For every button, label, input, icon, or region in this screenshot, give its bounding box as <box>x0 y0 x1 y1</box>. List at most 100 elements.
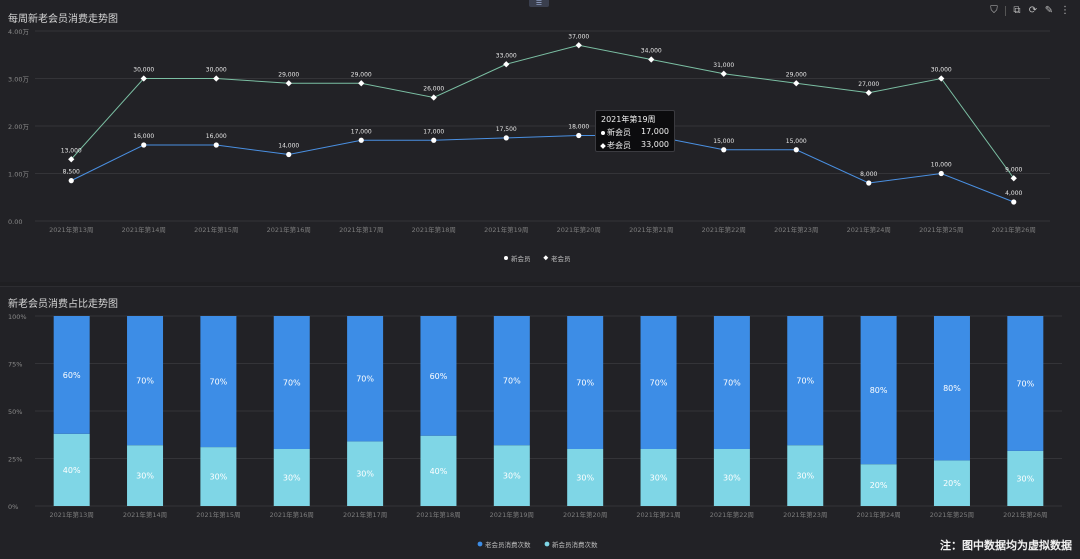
series-line <box>71 135 1014 203</box>
data-label: 31,000 <box>713 62 734 69</box>
data-label: 13,000 <box>61 147 82 154</box>
bar-segment-old <box>860 316 897 465</box>
x-tick-label: 2021年第21周 <box>629 225 673 234</box>
x-tick-label: 2021年第23周 <box>783 510 827 519</box>
bar-label: 70% <box>503 377 521 386</box>
data-point <box>648 56 655 63</box>
y-tick-label: 1.00万 <box>8 171 29 179</box>
filter-icon[interactable]: ⛉ <box>990 5 998 16</box>
bar-segment-old <box>53 316 90 434</box>
data-label: 16,000 <box>133 133 154 140</box>
x-tick-label: 2021年第26周 <box>1003 510 1047 519</box>
data-label: 27,000 <box>858 81 879 88</box>
y-tick-label: 0.00 <box>8 218 22 226</box>
bar-label: 70% <box>650 379 668 388</box>
bar-label: 70% <box>356 375 374 384</box>
series-line <box>70 44 1015 179</box>
x-tick-label: 2021年第19周 <box>484 225 528 234</box>
x-tick-label: 2021年第17周 <box>343 510 387 519</box>
x-tick-label: 2021年第25周 <box>930 510 974 519</box>
data-label: 18,000 <box>568 124 589 131</box>
x-tick-label: 2021年第18周 <box>412 225 456 234</box>
data-point <box>140 75 147 82</box>
data-label: 29,000 <box>351 71 372 78</box>
tooltip-row-old: 老会员 33,000 <box>600 140 669 151</box>
bar-label: 20% <box>870 481 888 490</box>
data-label: 15,000 <box>713 138 734 145</box>
bar-label: 30% <box>136 472 154 481</box>
bar-segment-new <box>860 464 897 506</box>
y-tick-label: 0% <box>8 503 18 511</box>
bar-label: 30% <box>283 474 301 483</box>
data-point <box>720 70 727 77</box>
x-tick-label: 2021年第20周 <box>557 225 601 234</box>
bar-label: 30% <box>650 474 668 483</box>
x-tick-label: 2021年第16周 <box>267 225 311 234</box>
diamond-marker-icon <box>600 142 606 149</box>
data-label: 30,000 <box>206 67 227 74</box>
bar-label: 70% <box>136 377 154 386</box>
tooltip-label: 老会员 <box>607 141 631 150</box>
x-tick-label: 2021年第17周 <box>339 225 383 234</box>
legend-marker <box>504 256 508 260</box>
x-tick-label: 2021年第21周 <box>636 510 680 519</box>
x-tick-label: 2021年第13周 <box>50 510 94 519</box>
menu-icon[interactable]: ☰ <box>529 0 549 7</box>
bar-segment-new <box>713 449 750 506</box>
x-tick-label: 2021年第20周 <box>563 510 607 519</box>
bar-segment-new <box>420 435 457 506</box>
x-tick-label: 2021年第14周 <box>122 225 166 234</box>
more-icon[interactable]: ⋮ <box>1060 5 1070 16</box>
data-point <box>1011 199 1017 205</box>
bar-label: 70% <box>723 379 741 388</box>
bar-label: 30% <box>356 470 374 479</box>
y-tick-label: 50% <box>8 408 22 416</box>
refresh-icon[interactable]: ⟳ <box>1028 5 1038 16</box>
y-tick-label: 2.00万 <box>8 123 29 131</box>
bar-chart-panel: 新老会员消费占比走势图 <box>0 286 1080 559</box>
data-label: 9,000 <box>1005 166 1022 173</box>
data-point <box>575 42 582 49</box>
x-tick-label: 2021年第24周 <box>847 225 891 234</box>
y-tick-label: 100% <box>8 313 27 321</box>
circle-marker-icon <box>601 130 605 135</box>
bar-segment-old <box>933 316 970 461</box>
bar-segment-new <box>933 460 970 506</box>
bar-segment-new <box>787 445 824 506</box>
data-point <box>141 142 147 148</box>
y-tick-label: 25% <box>8 456 22 464</box>
data-point <box>721 147 727 153</box>
bar-segment-old <box>640 316 677 449</box>
data-label: 30,000 <box>133 67 154 74</box>
bar-label: 30% <box>576 474 594 483</box>
bar-segment-old <box>713 316 750 449</box>
x-tick-label: 2021年第16周 <box>270 510 314 519</box>
bar-label: 30% <box>723 474 741 483</box>
data-point <box>358 80 365 87</box>
data-point <box>286 151 292 158</box>
y-tick-label: 75% <box>8 361 22 369</box>
bar-label: 30% <box>503 472 521 481</box>
chart-toolbar: ⛉ ⧉ ⟳ ✎ ⋮ <box>989 6 1070 16</box>
edit-icon[interactable]: ✎ <box>1044 5 1054 16</box>
footnote: 注：图中数据均为虚拟数据 <box>940 539 1072 552</box>
data-label: 17,000 <box>423 128 444 135</box>
data-point <box>213 142 219 148</box>
bar-segment-old <box>127 316 164 446</box>
toolbar-divider <box>1005 6 1006 16</box>
data-label: 26,000 <box>423 86 444 93</box>
data-point <box>793 147 799 153</box>
bar-chart-title: 新老会员消费占比走势图 <box>8 299 118 310</box>
export-icon[interactable]: ⧉ <box>1013 5 1021 16</box>
tooltip-title: 2021年第19周 <box>601 115 656 124</box>
x-tick-label: 2021年第22周 <box>710 510 754 519</box>
bar-label: 40% <box>430 467 448 476</box>
tooltip-value: 17,000 <box>641 127 669 136</box>
bar-segment-new <box>567 449 604 506</box>
data-point <box>68 156 75 163</box>
bar-segment-old <box>200 316 237 448</box>
bar-label: 70% <box>283 379 301 388</box>
data-point <box>503 61 510 68</box>
legend-marker <box>477 541 483 547</box>
legend-label: 新会员消费次数 <box>552 540 598 549</box>
